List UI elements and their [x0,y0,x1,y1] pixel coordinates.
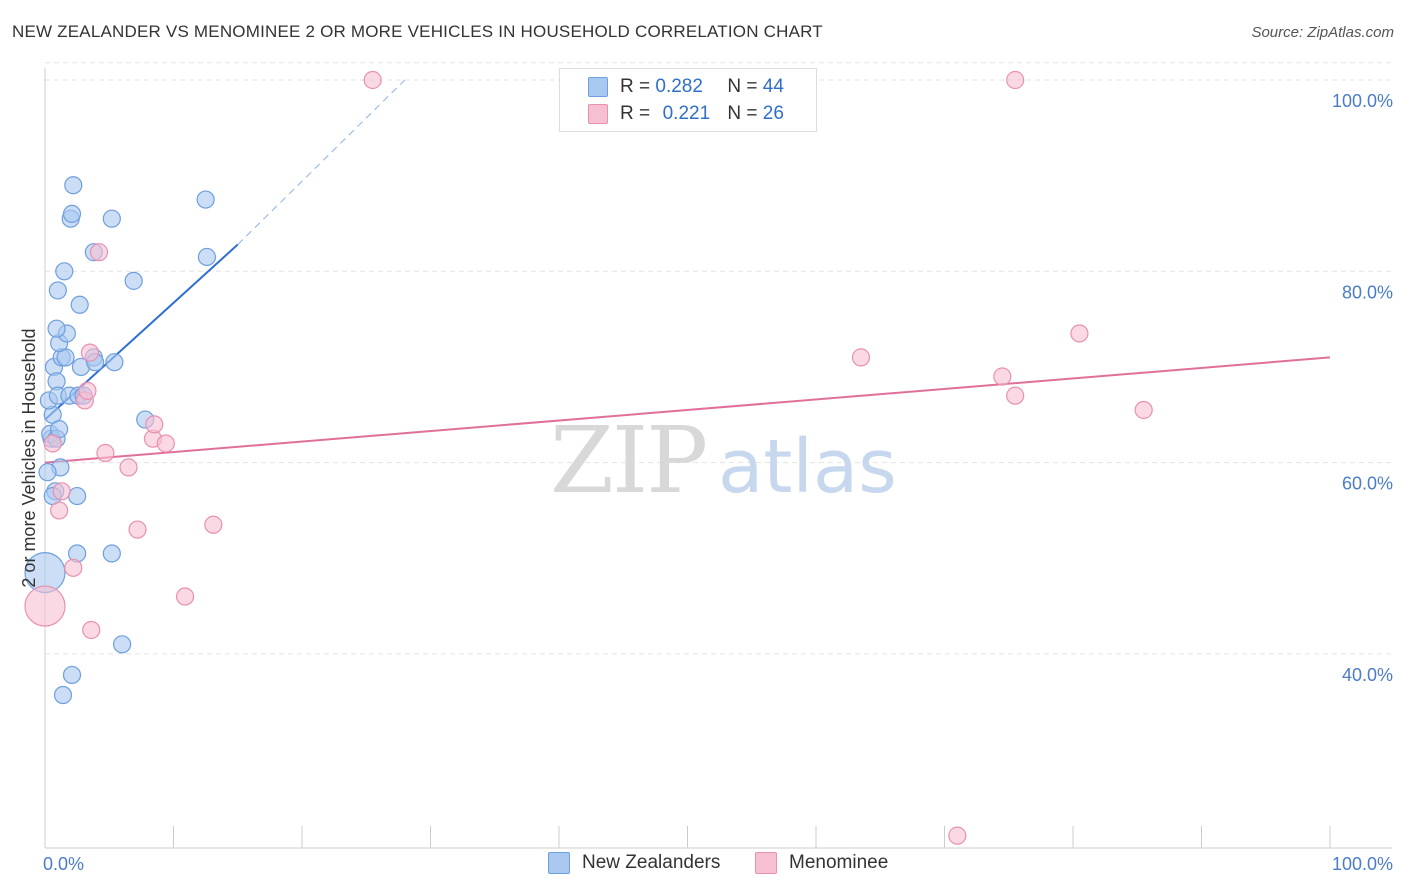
legend-r-value: 0.282 [655,76,703,97]
bottom-legend-menominee: Menominee [755,852,888,874]
point-new-zealanders [48,281,67,300]
legend-row-new-zealanders: R = 0.282 N = 44 [560,75,816,99]
legend-r-value: 0.221 [662,103,711,124]
legend-n-label: N = [727,103,758,124]
point-new-zealanders [68,486,87,506]
point-menominee [993,367,1012,386]
point-menominee [156,434,175,453]
bottom-legend-label: Menominee [789,852,889,873]
x-tick-label: 100.0% [1332,854,1393,874]
legend-row-menominee: R = 0.221 N = 26 [560,102,816,126]
point-menominee [78,381,97,400]
legend-r-label: R = [620,103,651,124]
point-new-zealanders [102,209,121,228]
watermark-atlas: atlas [718,424,897,510]
y-tick-label: 80.0% [1342,282,1393,302]
chart-title: NEW ZEALANDER VS MENOMINEE 2 OR MORE VEH… [12,22,823,41]
point-menominee [82,620,101,640]
bottom-legend-swatch-pink [755,852,777,874]
y-tick-label: 60.0% [1342,474,1393,494]
grid-layer [45,62,1392,655]
point-menominee [64,558,83,577]
point-new-zealanders [55,262,74,281]
point-new-zealanders [102,544,121,563]
chart-source: Source: ZipAtlas.com [1251,24,1394,41]
point-menominee [52,482,71,501]
y-axis-title: 2 or more Vehicles in Household [19,328,39,587]
point-menominee [948,826,967,845]
point-menominee [89,243,109,262]
point-menominee [1006,70,1025,90]
point-new-zealanders [62,204,82,224]
point-new-zealanders [124,271,143,290]
point-menominee [1134,400,1153,420]
point-new-zealanders [112,635,132,654]
bottom-legend-label: New Zealanders [582,852,721,873]
point-menominee [119,458,138,477]
point-menominee [363,70,382,90]
legend-swatch-pink [588,104,608,124]
point-menominee [145,415,164,434]
point-menominee [128,520,147,539]
axis-layer [44,68,1392,849]
point-new-zealanders [38,463,57,482]
legend-n-value: 44 [762,76,784,97]
point-menominee [80,343,100,362]
legend-n-value: 26 [762,103,784,124]
point-menominee [851,348,871,367]
point-new-zealanders [70,295,89,314]
legend-n-label: N = [727,76,758,97]
data-points [24,70,1153,845]
point-new-zealanders [47,319,66,338]
point-menominee [1006,386,1025,405]
trend-line-new-zealanders-extension [237,79,406,245]
y-tick-label: 40.0% [1342,665,1393,685]
bottom-legend-new-zealanders: New Zealanders [548,852,720,874]
point-menominee [24,585,66,627]
point-menominee [96,443,115,463]
tick-labels: 40.0% 60.0% 80.0% 100.0% 0.0% 100.0% [43,91,1393,874]
bottom-legend-swatch-blue [548,852,570,874]
point-new-zealanders [197,247,217,267]
point-new-zealanders [62,665,82,685]
legend-r-label: R = [620,76,651,97]
point-menominee [175,587,195,606]
legend-swatch-blue [588,77,608,97]
trend-line-menominee [44,356,1331,464]
stats-legend: R = 0.282 N = 44 R = 0.221 N = 26 [559,68,817,132]
point-new-zealanders [53,685,73,705]
watermark: ZIP atlas [550,407,897,514]
point-menominee [204,515,223,534]
point-menominee [1070,324,1089,343]
point-menominee [50,501,69,520]
point-new-zealanders [105,353,124,372]
x-tick-label: 0.0% [43,854,84,874]
point-menominee [43,434,62,453]
point-new-zealanders [64,176,83,195]
watermark-zip: ZIP [550,407,706,514]
point-new-zealanders [196,190,215,209]
y-tick-label: 100.0% [1332,91,1393,111]
